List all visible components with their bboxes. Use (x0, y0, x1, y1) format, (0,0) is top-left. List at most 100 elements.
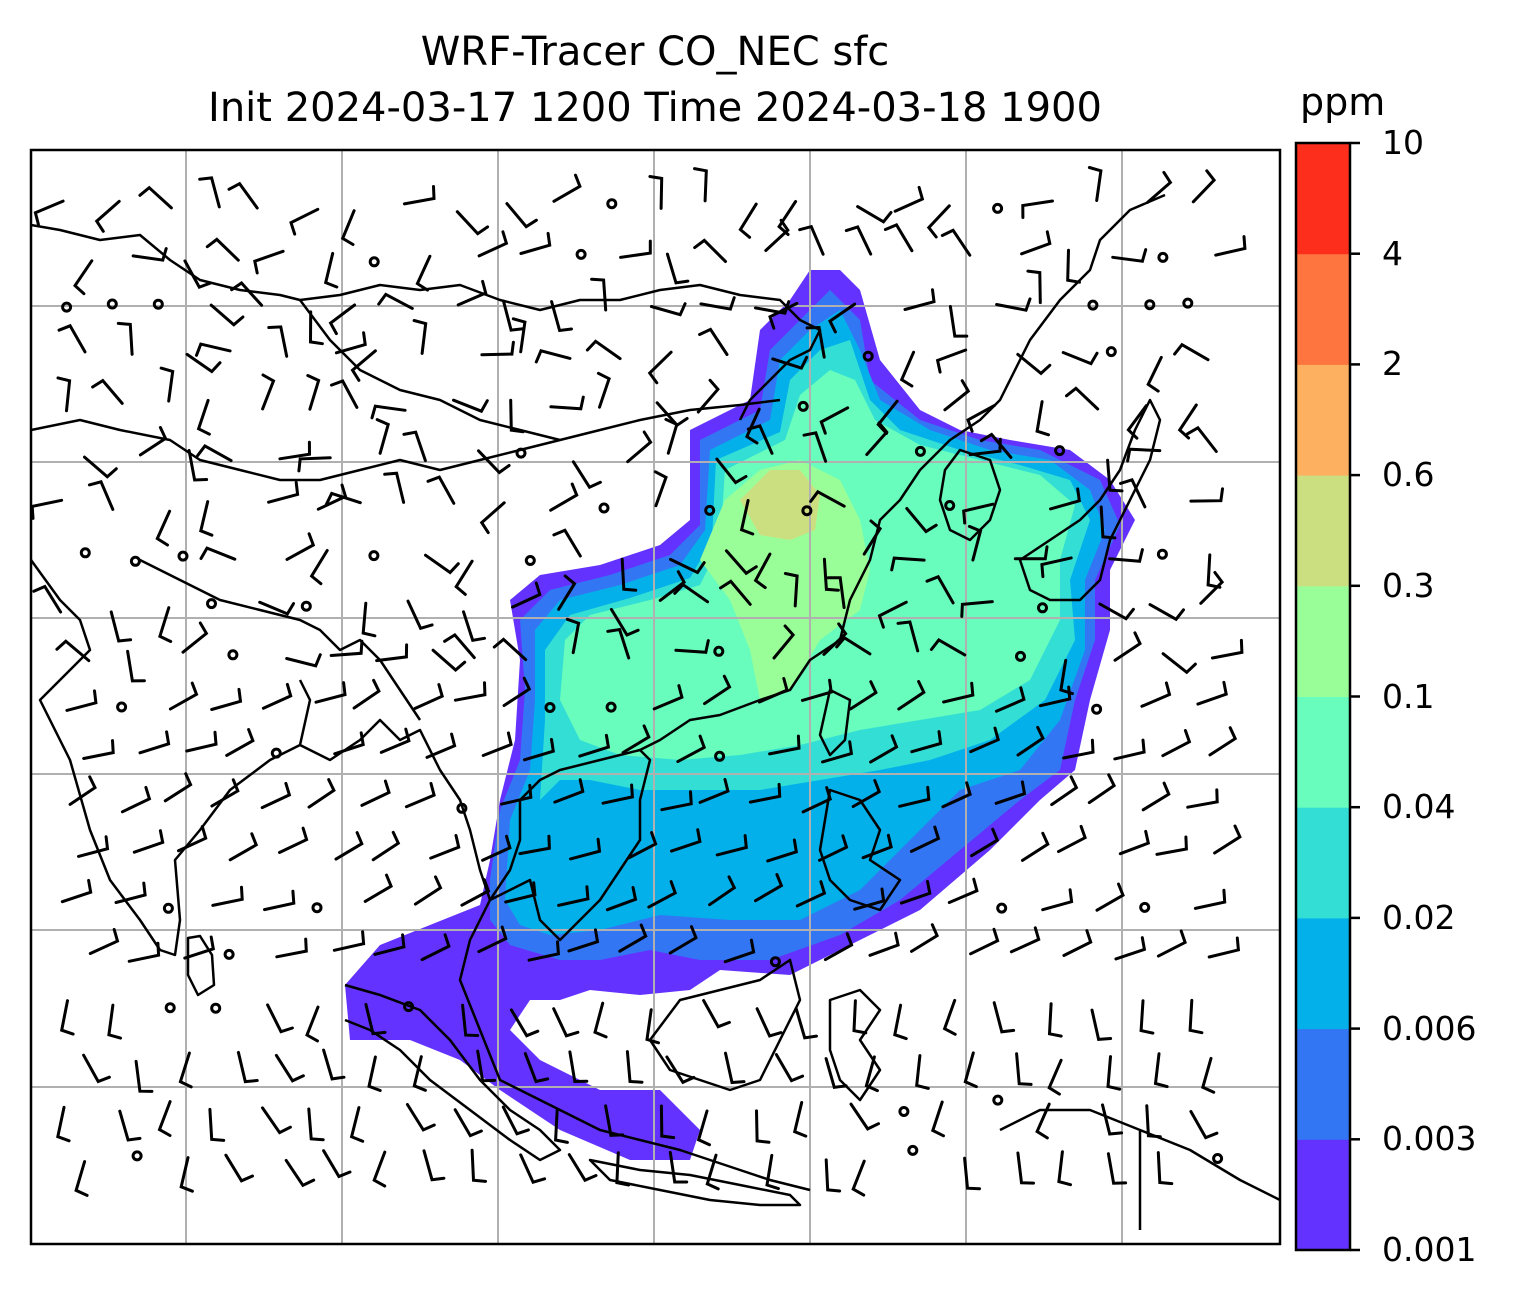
wind-barb (196, 444, 233, 463)
wind-barb (1161, 729, 1192, 758)
wind-barb (995, 297, 1032, 312)
wind-barb (898, 785, 931, 808)
wind-barb (1186, 425, 1218, 453)
wind-barb (605, 886, 638, 912)
wind-barb (851, 1159, 866, 1197)
wind-barb (425, 732, 457, 759)
colorbar-bin (1296, 1028, 1350, 1140)
wind-barb (753, 552, 772, 590)
coastline-srilanka (186, 934, 216, 997)
wind-barb (453, 1108, 483, 1138)
wind-barb (658, 570, 687, 602)
wind-barb (1057, 1150, 1072, 1187)
wind-barb (748, 782, 782, 804)
coastline-sulawesi (828, 988, 882, 1102)
wind-barb (322, 1149, 352, 1179)
wind-barb (504, 881, 537, 904)
wind-barb (476, 1049, 497, 1083)
wind-barb (930, 1100, 945, 1138)
colorbar-tick-label: 0.003 (1382, 1119, 1477, 1159)
wind-barb (948, 305, 969, 338)
wind-barb (323, 251, 339, 289)
wind-barb (1015, 1052, 1033, 1086)
wind-barb (693, 167, 708, 203)
wind-barb (422, 1149, 446, 1182)
wind-barb (1106, 1055, 1122, 1091)
wind-barb (708, 875, 737, 907)
calm-wind-marker (106, 298, 118, 310)
coastline-philippines (818, 788, 902, 912)
wind-barbs (31, 166, 1247, 1197)
calm-wind-marker (575, 248, 587, 260)
calm-wind-marker (61, 301, 73, 313)
wind-barb (822, 557, 840, 592)
calm-wind-marker (1105, 346, 1117, 358)
wind-barb (772, 624, 796, 660)
wind-barb (665, 1055, 696, 1085)
calm-wind-marker (131, 1150, 143, 1162)
chart-title: WRF-Tracer CO_NEC sfc (420, 29, 890, 75)
calm-wind-marker (992, 1094, 1004, 1106)
wind-barb (660, 790, 693, 812)
wind-barb (88, 928, 120, 955)
wind-barb (138, 185, 173, 210)
wind-barb (1061, 351, 1099, 366)
wind-barb (330, 379, 359, 409)
colorbar-tick-label: 0.6 (1382, 455, 1435, 495)
wind-barb (454, 559, 474, 596)
wind-barb (754, 873, 784, 903)
wind-barb (826, 576, 846, 610)
wind-barb (1145, 1104, 1162, 1139)
wind-barb (565, 617, 581, 655)
wind-barb (183, 259, 213, 290)
wind-barb (453, 681, 487, 702)
wind-barb (363, 873, 393, 903)
wind-barb (127, 941, 161, 963)
wind-barb (230, 281, 264, 307)
wind-barb (383, 471, 406, 504)
wind-barb (1186, 788, 1219, 809)
colorbar-tick-label: 2 (1382, 344, 1403, 384)
wind-barb (1146, 355, 1163, 393)
wind-barb (1201, 1056, 1216, 1094)
wind-barb (1193, 888, 1227, 910)
wind-barb (340, 209, 356, 246)
wind-barb (724, 549, 758, 576)
wind-barb (481, 731, 513, 757)
wind-barb (926, 204, 951, 239)
colorbar-tick-label: 0.3 (1382, 565, 1435, 605)
wind-barb (1108, 548, 1144, 563)
wind-barb (567, 928, 600, 953)
wind-barb (596, 371, 611, 409)
wind-barb (1161, 652, 1197, 675)
wind-barb (185, 730, 218, 753)
calm-wind-marker (704, 504, 716, 516)
colorbar (1294, 141, 1360, 1252)
wind-barb (261, 373, 276, 411)
wind-barb (1177, 403, 1198, 440)
colorbar-bin (1296, 143, 1350, 255)
coastline-borders-3 (299, 299, 561, 442)
wind-barb (705, 1153, 720, 1191)
wind-barb (853, 887, 886, 911)
wind-barb (1057, 824, 1087, 854)
wind-barb (783, 572, 799, 608)
wind-barb (349, 1106, 365, 1143)
calm-wind-marker (79, 547, 91, 559)
wind-barb (768, 301, 799, 330)
wind-barb (402, 430, 427, 463)
calm-wind-marker (177, 550, 189, 562)
wind-barb (285, 532, 316, 561)
wind-barb (818, 834, 849, 862)
calm-wind-marker (311, 902, 323, 914)
wind-barb (609, 607, 640, 637)
wind-barb (699, 296, 736, 311)
wind-barb (87, 480, 115, 511)
wind-barb (1026, 269, 1042, 305)
wind-barb (647, 880, 678, 909)
wind-barb (755, 1109, 771, 1144)
wind-barb (966, 404, 996, 433)
wind-barb (809, 489, 846, 508)
wind-barb (199, 500, 214, 537)
coastline-borders-2 (139, 558, 422, 721)
